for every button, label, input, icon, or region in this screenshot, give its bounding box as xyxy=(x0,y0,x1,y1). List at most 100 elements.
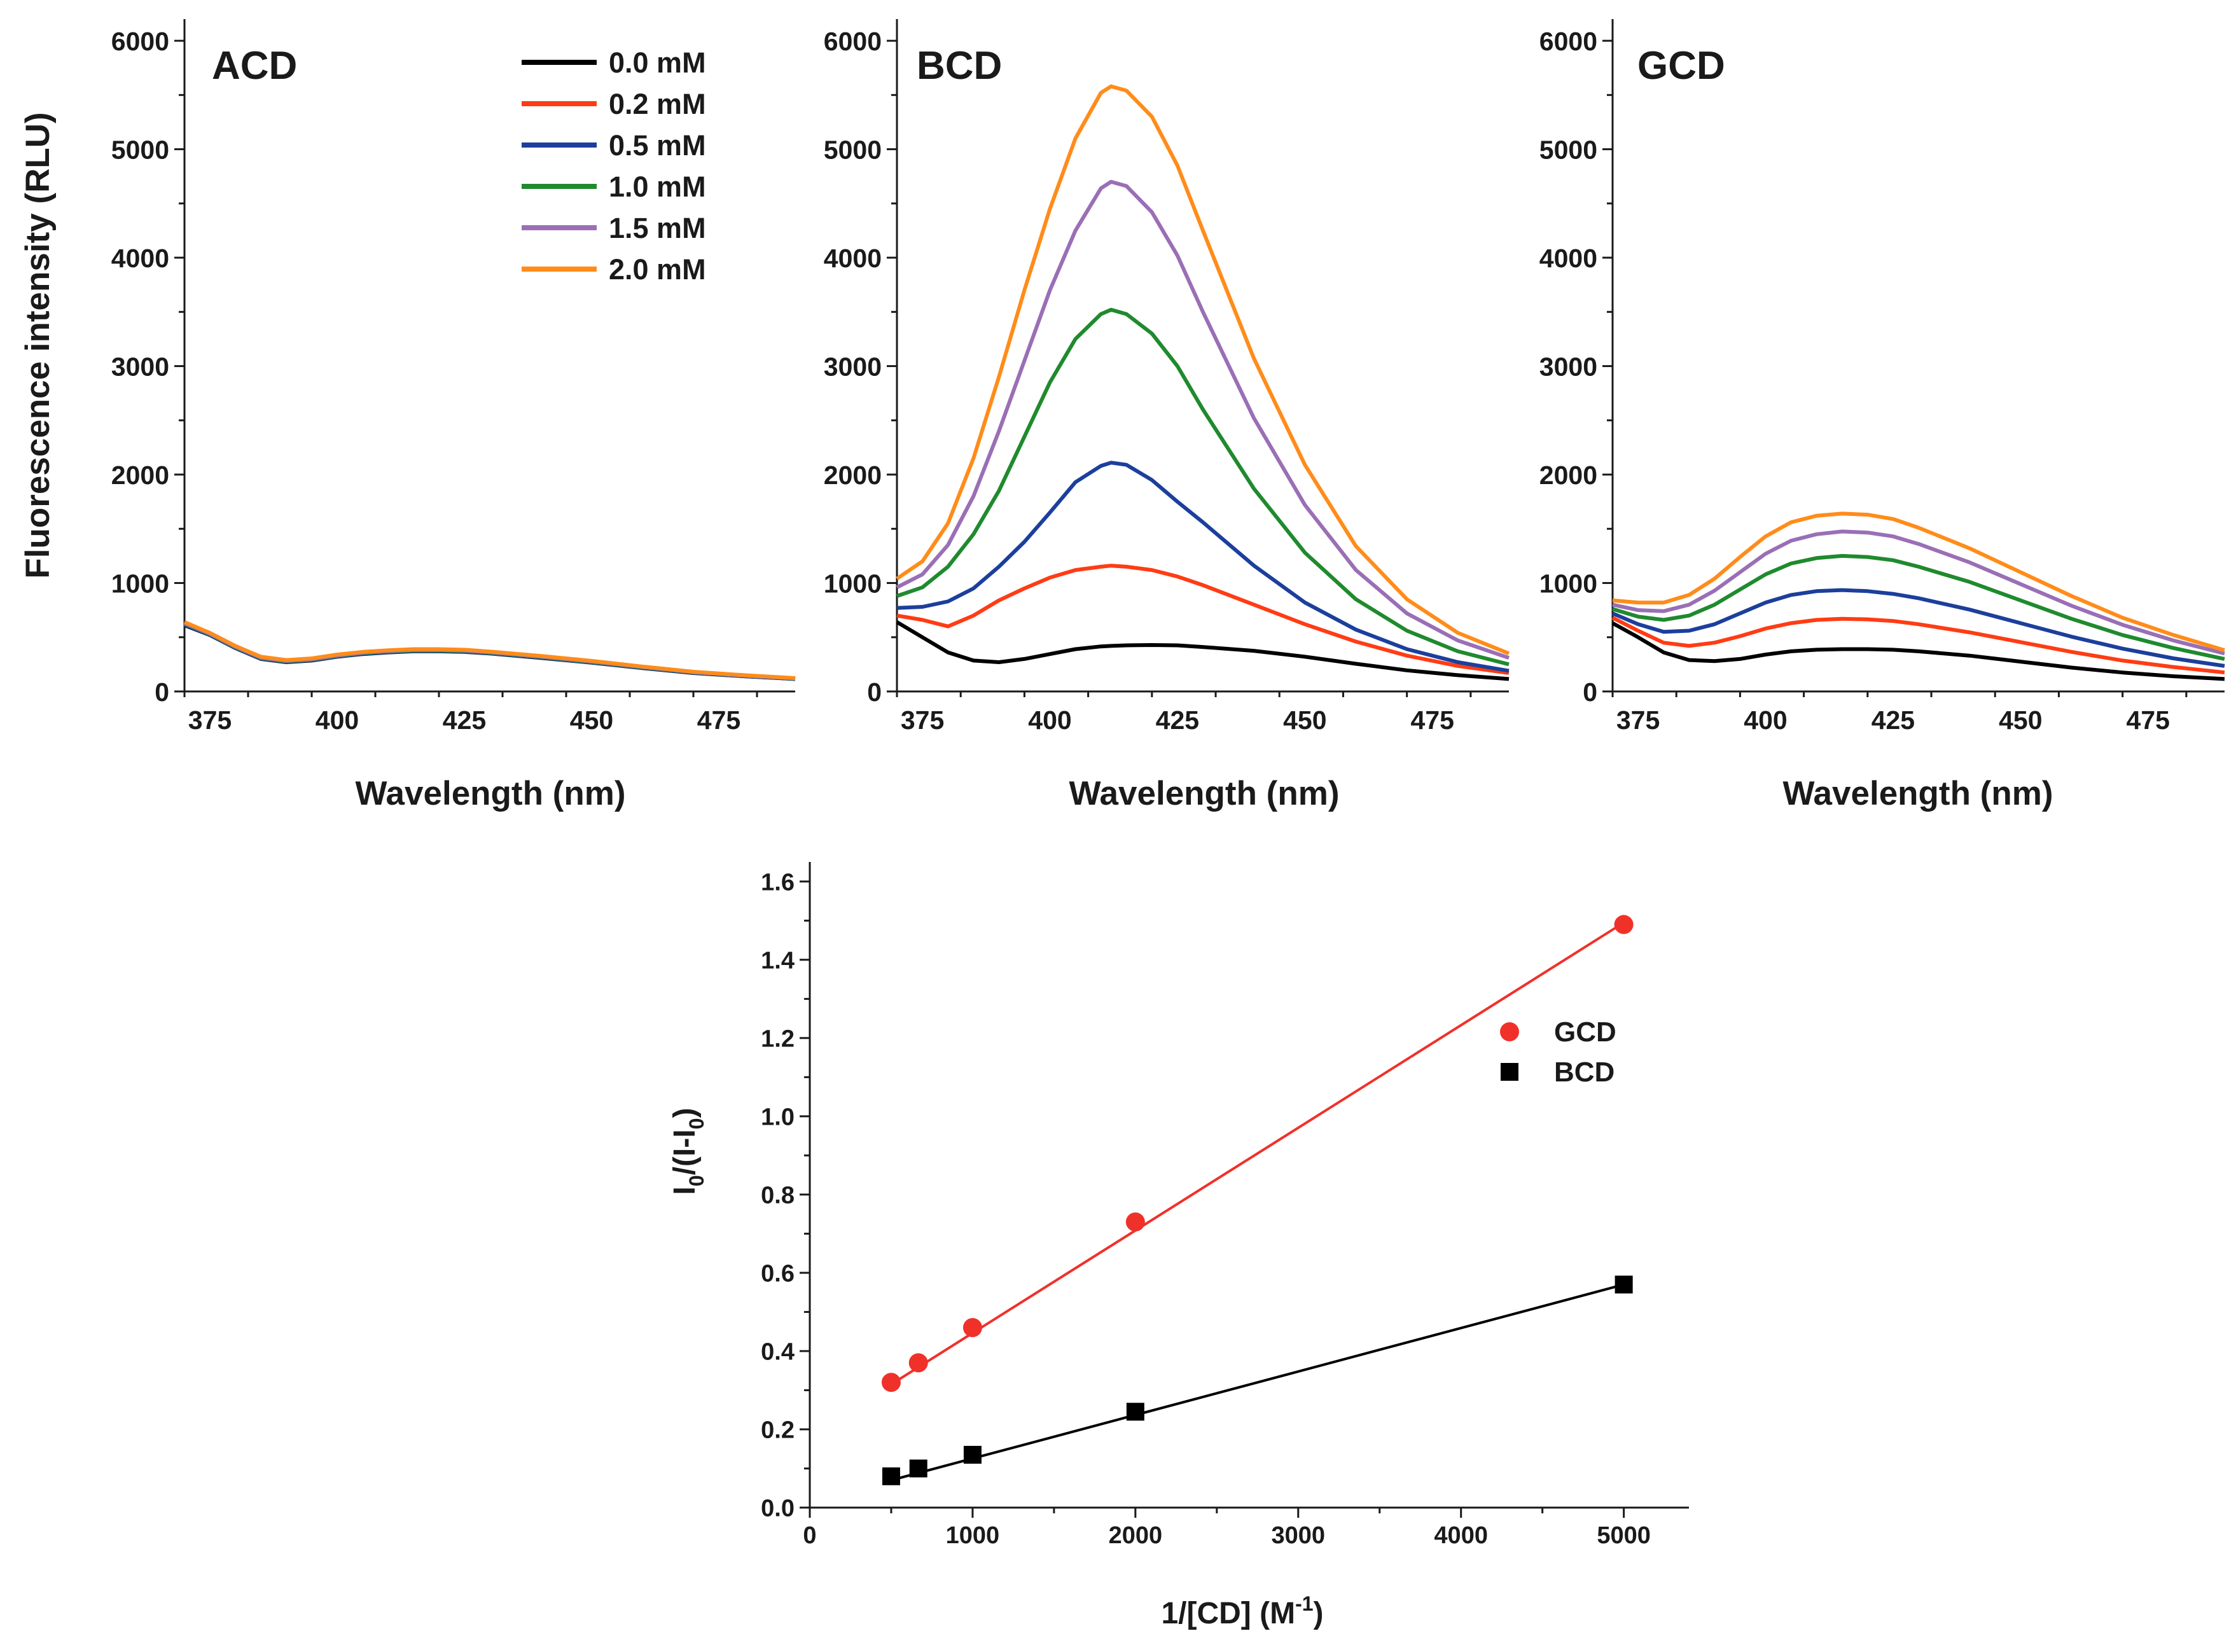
acd-x-tick-label: 400 xyxy=(316,705,359,735)
benesi-hildebrand-x-tick-label: 0 xyxy=(803,1522,816,1549)
bcd-y-tick-label: 6000 xyxy=(824,27,882,56)
bcd-y-tick-label: 4000 xyxy=(824,244,882,273)
bcd-series-line-15mM xyxy=(896,179,1510,660)
panel-bh-ylabel-sub2: 0 xyxy=(685,1118,708,1130)
bh-bcd-fit-line xyxy=(891,1283,1625,1482)
benesi-hildebrand-y-tick-label: 1.2 xyxy=(761,1025,795,1052)
bcd-series-line-10mM xyxy=(896,307,1510,667)
panel-bcd-series xyxy=(896,84,1510,681)
gcd-series-line-10mM xyxy=(1612,553,2225,661)
panel-bcd: 375 400 425 450 475 0 1000 2000 3000 4000 5000 6000… xyxy=(824,19,1510,812)
panel-benesi-hildebrand: 0 1000 2000 3000 4000 5000 0.0 0.2 0.4 0.6 0.8 1.0 1… xyxy=(668,862,1689,1630)
bcd-series-line-20mM xyxy=(896,84,1510,656)
acd-y-tick-label: 4000 xyxy=(111,244,169,273)
bh-bcd-point xyxy=(963,1445,982,1464)
bh-gcd-fit-line xyxy=(890,921,1625,1385)
panel-bcd-title: BCD xyxy=(917,44,1002,88)
bcd-x-tick-label: 450 xyxy=(1283,705,1326,735)
gcd-series-line-00mM xyxy=(1611,621,2225,681)
bcd-series-line-05mM xyxy=(896,461,1510,673)
acd-x-tick-label: 375 xyxy=(188,705,232,735)
bcd-x-tick-label: 475 xyxy=(1411,705,1454,735)
panel-bh-xlabel-sup: -1 xyxy=(1295,1592,1313,1615)
panel-gcd-title: GCD xyxy=(1637,44,1725,88)
acd-y-tick-label: 2000 xyxy=(111,461,169,490)
panel-bh-legend: GCD BCD xyxy=(1500,1017,1616,1088)
gcd-x-tick-label: 375 xyxy=(1616,705,1660,735)
bh-gcd-point xyxy=(881,1373,901,1392)
bh-gcd-point xyxy=(962,1318,982,1338)
panel-bh-ylabel-main: I xyxy=(668,1186,702,1195)
benesi-hildebrand-x-tick-label: 2000 xyxy=(1109,1522,1163,1549)
benesi-hildebrand-y-tick-label: 0.6 xyxy=(761,1261,795,1288)
legend-label-20mM: 2.0 mM xyxy=(609,253,706,286)
gcd-y-tick-label: 2000 xyxy=(1539,461,1597,490)
bh-legend-bcd-marker xyxy=(1501,1063,1518,1081)
bcd-series-line-00mM xyxy=(896,620,1510,681)
bh-legend-gcd-marker xyxy=(1500,1022,1519,1041)
bh-legend-bcd-label: BCD xyxy=(1554,1057,1615,1088)
panel-bh-ylabel: I0/(I-I0) xyxy=(668,1108,708,1195)
bcd-y-tick-label: 2000 xyxy=(824,461,882,490)
gcd-series-line-15mM xyxy=(1612,529,2225,656)
gcd-x-tick-label: 450 xyxy=(1999,705,2042,735)
panel-gcd-axes: 375 400 425 450 475 0 1000 2000 3000 4000 5000 6000 xyxy=(1539,19,2225,735)
acd-x-tick-label: 450 xyxy=(570,705,613,735)
panel-acd-series xyxy=(183,620,796,681)
bh-gcd-point xyxy=(908,1353,928,1373)
benesi-hildebrand-y-tick-label: 0.0 xyxy=(761,1496,795,1522)
panel-bh-xlabel-end: ) xyxy=(1314,1597,1324,1630)
benesi-hildebrand-y-tick-label: 1.4 xyxy=(761,947,795,974)
gcd-y-tick-label: 3000 xyxy=(1539,352,1597,381)
bcd-x-tick-label: 375 xyxy=(901,705,944,735)
acd-x-tick-label: 475 xyxy=(697,705,740,735)
bh-bcd-point xyxy=(882,1467,900,1485)
panel-bcd-xlabel: Wavelength (nm) xyxy=(1069,775,1340,812)
acd-series-line-20mM xyxy=(183,620,796,680)
benesi-hildebrand-y-tick-label: 1.6 xyxy=(761,869,795,896)
bcd-y-tick-label: 3000 xyxy=(824,352,882,381)
benesi-hildebrand-y-tick-label: 0.4 xyxy=(761,1339,795,1366)
panel-acd-xlabel: Wavelength (nm) xyxy=(356,775,626,812)
acd-y-tick-label: 5000 xyxy=(111,135,169,164)
panel-gcd-xlabel: Wavelength (nm) xyxy=(1783,775,2053,812)
gcd-series-line-05mM xyxy=(1611,588,2225,668)
bh-bcd-point xyxy=(1126,1403,1144,1421)
acd-y-tick-label: 3000 xyxy=(111,352,169,381)
panel-gcd-series xyxy=(1611,511,2225,681)
benesi-hildebrand-x-tick-label: 1000 xyxy=(946,1522,1000,1549)
panel-acd: 375 400 425 450 475 0 1000 2000 3000 4000 5000 6000… xyxy=(19,19,796,812)
panel-acd-title: ACD xyxy=(212,44,297,88)
panel-bh-xlabel: 1/[CD] (M-1) xyxy=(1161,1592,1323,1630)
panel-gcd: 375 400 425 450 475 0 1000 2000 3000 4000 5000 6000… xyxy=(1539,19,2225,812)
gcd-x-tick-label: 475 xyxy=(2127,705,2170,735)
gcd-x-tick-label: 425 xyxy=(1871,705,1915,735)
legend-label-05mM: 0.5 mM xyxy=(609,129,706,162)
legend-label-02mM: 0.2 mM xyxy=(609,88,706,120)
benesi-hildebrand-x-tick-label: 5000 xyxy=(1597,1522,1651,1549)
acd-y-tick-label: 0 xyxy=(155,677,169,707)
gcd-series-line-20mM xyxy=(1612,511,2225,653)
bcd-series-line-02mM xyxy=(896,564,1510,675)
legend-label-00mM: 0.0 mM xyxy=(609,46,706,79)
benesi-hildebrand-y-tick-label: 0.2 xyxy=(761,1417,795,1444)
panel-bcd-axes: 375 400 425 450 475 0 1000 2000 3000 4000 5000 6000 xyxy=(824,19,1509,735)
bcd-x-tick-label: 400 xyxy=(1028,705,1071,735)
benesi-hildebrand-y-tick-label: 1.0 xyxy=(761,1104,795,1131)
gcd-y-tick-label: 1000 xyxy=(1539,569,1597,598)
gcd-y-tick-label: 0 xyxy=(1583,677,1597,707)
acd-y-tick-label: 1000 xyxy=(111,569,169,598)
panel-acd-legend: 0.0 mM 0.2 mM 0.5 mM 1.0 mM 1.5 mM 2.0 mM xyxy=(522,46,706,286)
acd-x-tick-label: 425 xyxy=(443,705,486,735)
bcd-y-tick-label: 0 xyxy=(867,677,882,707)
panel-bh-xlabel-main: 1/[CD] (M xyxy=(1161,1597,1295,1630)
gcd-x-tick-label: 400 xyxy=(1744,705,1787,735)
panel-bh-series xyxy=(881,915,1634,1485)
legend-label-10mM: 1.0 mM xyxy=(609,170,706,203)
bh-gcd-point xyxy=(1125,1212,1145,1232)
gcd-y-tick-label: 5000 xyxy=(1539,135,1597,164)
benesi-hildebrand-x-tick-label: 4000 xyxy=(1434,1522,1488,1549)
bcd-y-tick-label: 5000 xyxy=(824,135,882,164)
